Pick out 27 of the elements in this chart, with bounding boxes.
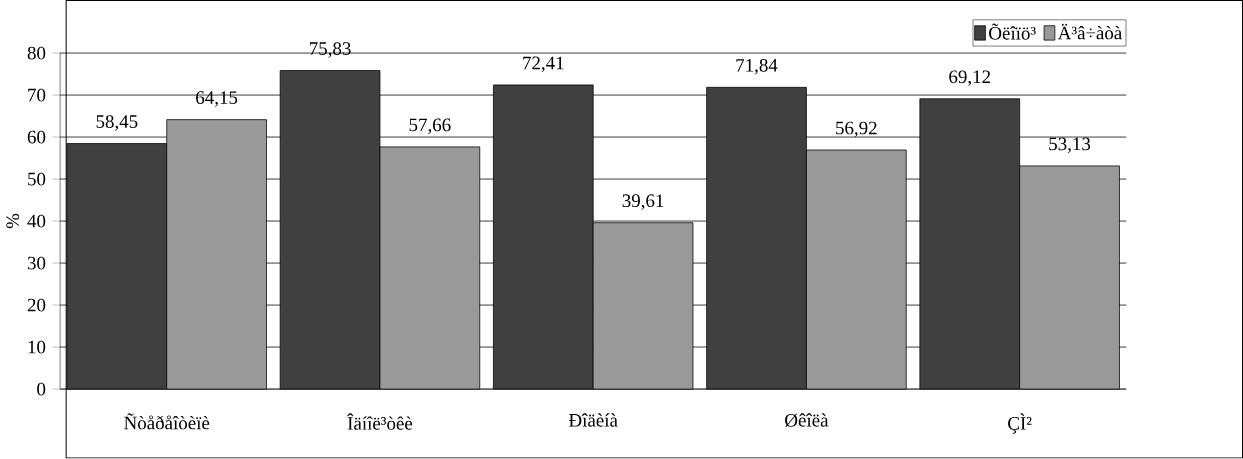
data-label: 64,15 [196, 91, 238, 107]
data-label: 39,61 [622, 194, 664, 211]
y-tick-label: 80 [27, 46, 46, 60]
data-label: 56,92 [836, 121, 877, 138]
x-tick-label: ÇÌ² [1008, 413, 1032, 434]
data-label: 69,12 [949, 70, 991, 87]
data-label: 75,83 [309, 42, 351, 58]
y-tick-label: 30 [27, 256, 46, 270]
data-label: 72,41 [523, 56, 564, 73]
data-label: 53,13 [1049, 137, 1091, 154]
x-tick-label: Øêîëà [785, 413, 829, 428]
y-tick-label: 20 [27, 298, 46, 312]
legend-label: Õëîïö³ [989, 23, 1036, 40]
data-label: 71,84 [736, 59, 778, 75]
y-tick-label: 40 [27, 214, 46, 228]
x-tick-label: Ñòåðåîòèïè [124, 413, 210, 430]
y-tick-label: 10 [28, 340, 46, 354]
y-axis-title: % [6, 214, 20, 229]
x-tick-label: Îäíîë³òêè [347, 413, 413, 430]
y-tick-label: 70 [28, 88, 46, 102]
legend-label: Ä³â÷àòà [1057, 24, 1122, 40]
x-tick-label: Ðîäèíà [568, 413, 618, 427]
y-tick-label: 60 [27, 130, 46, 144]
data-label: 58,45 [96, 115, 138, 131]
data-label: 57,66 [409, 118, 451, 135]
y-tick-label: 0 [37, 382, 46, 396]
y-tick-label: 50 [28, 172, 46, 186]
